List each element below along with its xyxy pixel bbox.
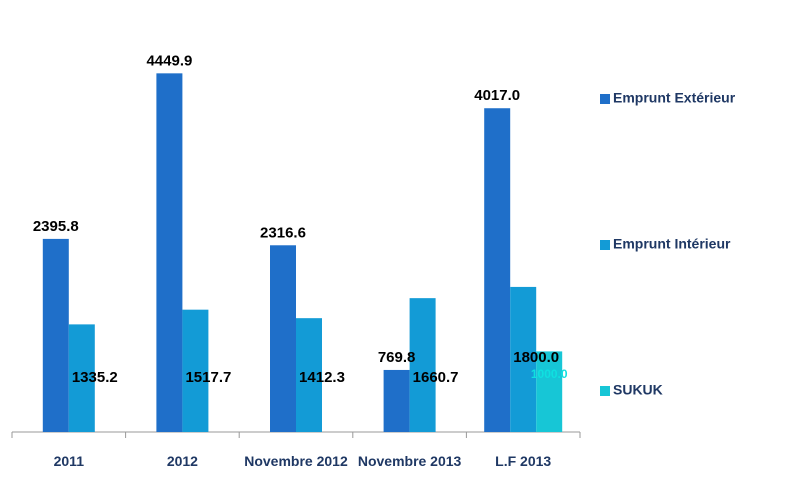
value-label: 1800.0 bbox=[513, 349, 559, 366]
value-label: 1412.3 bbox=[299, 369, 345, 386]
bar bbox=[510, 286, 537, 432]
bar bbox=[270, 245, 296, 432]
legend-swatch bbox=[600, 94, 610, 104]
bar bbox=[409, 298, 436, 432]
x-tick-label: Novembre 2012 bbox=[244, 453, 348, 469]
bar bbox=[296, 318, 322, 432]
bar bbox=[383, 369, 410, 432]
value-label: 2316.6 bbox=[260, 224, 306, 241]
value-label: 2395.8 bbox=[33, 218, 79, 235]
x-tick-label: Novembre 2013 bbox=[357, 453, 462, 469]
bar bbox=[68, 324, 95, 432]
x-tick-label: 2012 bbox=[166, 453, 198, 469]
bar bbox=[42, 238, 69, 432]
legend-label: Emprunt Extérieur bbox=[613, 90, 736, 106]
legend-swatch bbox=[600, 240, 610, 250]
value-label: 4449.9 bbox=[146, 52, 192, 69]
bar bbox=[536, 351, 563, 432]
value-label: 1517.7 bbox=[185, 369, 231, 386]
value-label: 769.8 bbox=[378, 349, 416, 366]
bar bbox=[182, 309, 209, 432]
bar bbox=[484, 108, 511, 432]
bar bbox=[156, 73, 183, 432]
legend-label: SUKUK bbox=[613, 382, 663, 398]
x-tick-label: L.F 2013 bbox=[495, 453, 552, 469]
value-label: 4017.0 bbox=[474, 87, 520, 104]
value-label: 1335.2 bbox=[72, 369, 118, 386]
legend-swatch bbox=[600, 386, 610, 396]
value-label: 1000.0 bbox=[531, 367, 568, 381]
legend-label: Emprunt Intérieur bbox=[613, 236, 731, 252]
value-label: 1660.7 bbox=[413, 369, 459, 386]
x-tick-label: 2011 bbox=[53, 453, 84, 469]
